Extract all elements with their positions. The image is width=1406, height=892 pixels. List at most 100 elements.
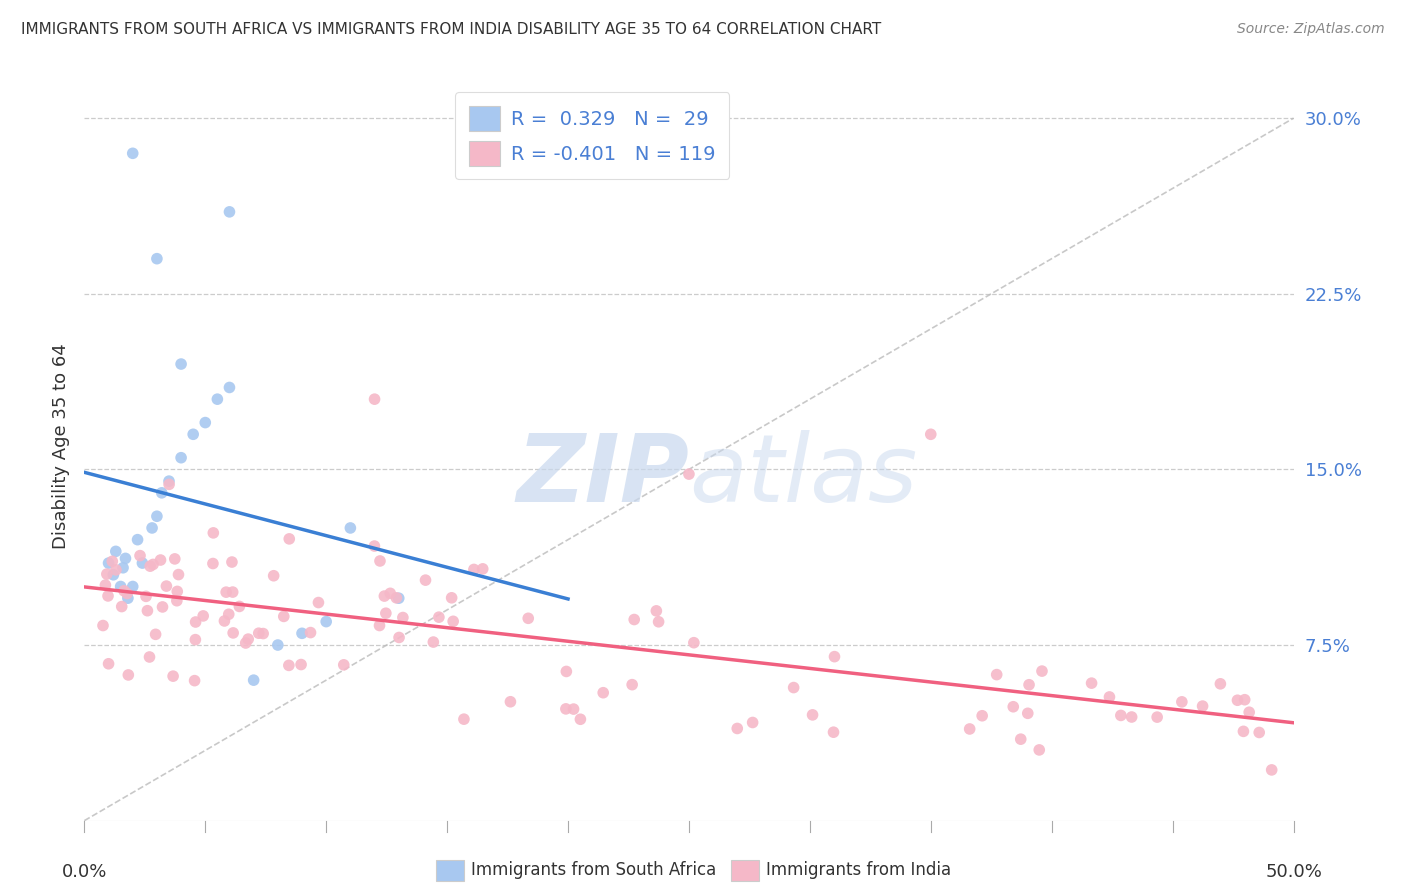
Point (801, 707, 824, 722)
Point (141, 521, 163, 535)
Point (741, 715, 763, 730)
Point (142, 558, 165, 572)
Point (592, 686, 614, 700)
Point (252, 626, 274, 640)
Point (155, 579, 177, 593)
Point (1002, 699, 1025, 714)
Point (150, 485, 173, 500)
Point (214, 614, 236, 628)
Point (201, 557, 224, 571)
Point (920, 427, 942, 442)
Point (373, 589, 395, 603)
Text: Source: ZipAtlas.com: Source: ZipAtlas.com (1237, 22, 1385, 37)
Point (218, 204, 240, 219)
Point (1191, 699, 1213, 714)
Point (149, 553, 172, 567)
Point (1209, 677, 1232, 691)
Point (163, 552, 186, 566)
Point (97, 657, 120, 671)
Point (152, 599, 174, 614)
Point (145, 627, 167, 641)
Text: Immigrants from South Africa: Immigrants from South Africa (471, 861, 716, 879)
Point (725, 722, 748, 736)
Point (97, 589, 120, 603)
Point (517, 611, 540, 625)
Point (104, 563, 127, 577)
Point (1232, 724, 1254, 739)
Point (139, 559, 162, 574)
Legend: R =  0.329   N =  29, R = -0.401   N = 119: R = 0.329 N = 29, R = -0.401 N = 119 (456, 92, 730, 179)
Point (440, 591, 463, 605)
Point (181, 427, 204, 442)
Text: atlas: atlas (689, 431, 917, 522)
Point (562, 702, 585, 716)
Point (332, 657, 354, 672)
Point (247, 626, 270, 640)
Point (131, 556, 153, 570)
Point (121, 146, 143, 161)
Point (823, 725, 845, 739)
Point (555, 665, 578, 679)
Point (363, 539, 385, 553)
Point (91, 618, 114, 632)
Point (117, 668, 139, 682)
Point (380, 586, 402, 600)
Point (146, 252, 169, 266)
Point (110, 580, 132, 594)
Point (1249, 725, 1271, 739)
Point (1017, 706, 1039, 721)
Text: ZIP: ZIP (516, 430, 689, 522)
Text: 0.0%: 0.0% (62, 863, 107, 880)
Point (682, 636, 704, 650)
Point (1031, 664, 1053, 678)
Point (194, 416, 217, 430)
Point (170, 450, 193, 465)
Point (453, 712, 475, 726)
Point (463, 562, 485, 576)
Point (499, 695, 522, 709)
Point (290, 657, 312, 672)
Point (157, 477, 180, 491)
Point (112, 561, 135, 575)
Point (135, 590, 157, 604)
Point (278, 532, 301, 546)
Point (363, 392, 385, 407)
Point (162, 669, 184, 683)
Point (222, 626, 245, 640)
Point (121, 580, 143, 594)
Point (824, 649, 846, 664)
Point (678, 467, 700, 482)
Point (339, 521, 361, 535)
Point (307, 596, 329, 610)
Y-axis label: Disability Age 35 to 64: Disability Age 35 to 64 (52, 343, 70, 549)
Point (621, 678, 644, 692)
Point (1080, 676, 1102, 690)
Point (368, 618, 391, 632)
Point (1260, 763, 1282, 777)
Point (388, 631, 411, 645)
Point (1010, 732, 1032, 747)
Point (138, 650, 160, 665)
Point (238, 632, 260, 647)
Point (218, 607, 240, 622)
Point (111, 599, 134, 614)
Point (263, 568, 285, 582)
Point (104, 544, 127, 558)
Point (166, 593, 188, 607)
Point (569, 712, 592, 726)
Point (170, 357, 193, 371)
Point (103, 567, 125, 582)
Point (554, 702, 576, 716)
Point (972, 708, 994, 723)
Point (235, 636, 257, 650)
Point (1028, 743, 1050, 757)
Point (1233, 692, 1256, 706)
Point (136, 604, 159, 618)
Point (112, 583, 135, 598)
Point (166, 584, 188, 599)
Point (277, 658, 299, 673)
Point (385, 591, 408, 605)
Point (114, 551, 136, 566)
Point (228, 599, 250, 614)
Point (101, 554, 124, 568)
